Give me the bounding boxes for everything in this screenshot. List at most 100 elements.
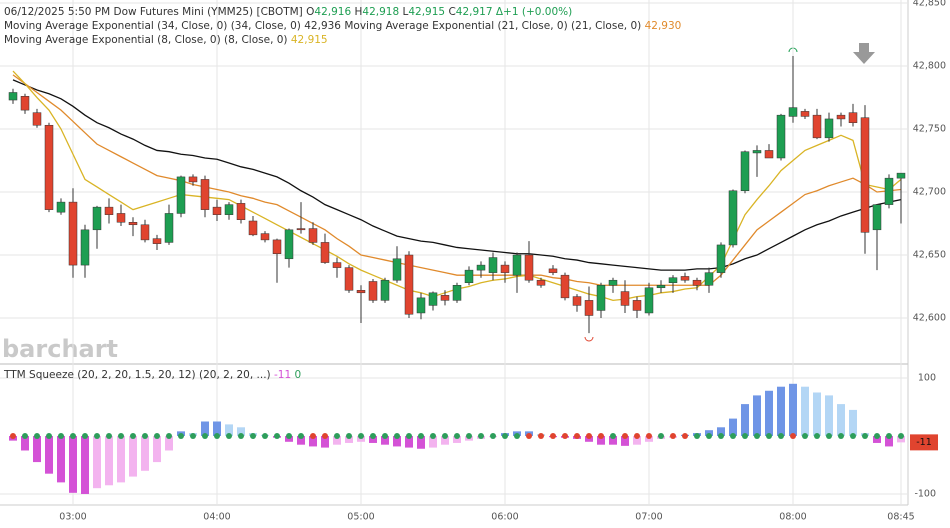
candle-body [524, 254, 534, 281]
legend-name: Moving Average Exponential (8, Close, 0) [4, 34, 221, 46]
candle-body [740, 151, 750, 192]
histogram-bar [825, 395, 833, 436]
squeeze-dot [418, 432, 424, 439]
candle-body [596, 285, 606, 311]
x-tick-label: 04:00 [203, 512, 230, 523]
histogram-bar [93, 435, 101, 489]
histogram-bar [117, 435, 125, 483]
squeeze-dot [22, 432, 28, 439]
candle-body [260, 233, 270, 241]
candle-body [272, 239, 282, 255]
squeeze-dot [886, 432, 892, 439]
squeeze-dot [82, 432, 88, 439]
ema-line [12, 74, 902, 286]
candle-body [680, 276, 690, 281]
histogram-bar [153, 435, 161, 463]
histogram-bar [213, 421, 221, 436]
squeeze-dot [898, 432, 904, 439]
candle-body [584, 300, 594, 316]
candle-body [308, 228, 318, 243]
candle-body [548, 268, 558, 273]
squeeze-dot [70, 432, 76, 439]
candle-body [356, 290, 366, 294]
indicator-title: TTM Squeeze (20, 2, 20, 1.5, 20, 12) [3, 369, 196, 381]
candle-body [416, 297, 426, 314]
legend-line: TTM Squeeze (20, 2, 20, 1.5, 20, 12) (20… [3, 369, 301, 381]
candle-body [164, 213, 174, 243]
legend-line: 06/12/2025 5:50 PM Dow Futures Mini (YMM… [4, 6, 572, 18]
histogram-bar [225, 424, 233, 436]
squeeze-dot [394, 432, 400, 439]
squeeze-dot [442, 432, 448, 439]
squeeze-dot [610, 432, 616, 439]
squeeze-dot [142, 432, 148, 439]
y-tick-label: 100 [918, 373, 936, 384]
legend-value: 42,930 [645, 20, 682, 32]
quote-label: C [448, 6, 455, 18]
candle-body [776, 114, 786, 159]
candle-body [512, 254, 522, 276]
watermark: barchart [2, 335, 118, 363]
y-tick-label: 42,850 [913, 0, 946, 9]
candle-body [20, 96, 30, 111]
histogram-bar [105, 435, 113, 486]
plot [8, 55, 906, 494]
candle-body [116, 213, 126, 223]
ema-line [12, 79, 902, 271]
candle-body [320, 242, 330, 263]
histogram-bar [141, 435, 149, 471]
histogram-bar [441, 435, 449, 445]
histogram-bar [849, 409, 857, 436]
squeeze-dot [298, 432, 304, 439]
legend-value: 42,915 [291, 34, 328, 46]
squeeze-dot [598, 432, 604, 439]
squeeze-dot [382, 432, 388, 439]
squeeze-dot [862, 432, 868, 439]
histogram-bar [45, 435, 53, 474]
histogram-bar [717, 427, 725, 436]
squeeze-dot [538, 432, 544, 439]
squeeze-dot [838, 432, 844, 439]
squeeze-dot [874, 432, 880, 439]
legend-params: (34, Close, 0) [231, 20, 301, 32]
squeeze-dot [778, 432, 784, 439]
candle-body [128, 222, 138, 226]
histogram-bar [633, 435, 641, 445]
candle-body [284, 229, 294, 260]
squeeze-dot [34, 432, 40, 439]
y-tick-label: 42,650 [913, 250, 946, 261]
histogram-bar [321, 435, 329, 448]
squeeze-dot [106, 432, 112, 439]
candle-body [152, 238, 162, 244]
candle-body [8, 92, 18, 101]
y-tick-label: -100 [914, 488, 936, 499]
x-tick-label: 07:00 [635, 512, 662, 523]
histogram-bar [69, 435, 77, 493]
candle-body [800, 111, 810, 117]
squeeze-dot [58, 432, 64, 439]
candle-body [848, 112, 858, 123]
squeeze-dot [202, 432, 208, 439]
squeeze-dot [358, 432, 364, 439]
histogram-bar [333, 435, 341, 445]
quote-label: L [402, 6, 408, 18]
candle-body [224, 204, 234, 215]
histogram-bar [237, 427, 245, 436]
y-tick-label: 42,600 [913, 313, 946, 324]
change: Δ+1 (+0.00%) [496, 6, 572, 18]
legend-name: Moving Average Exponential (34, Close, 0… [4, 20, 227, 32]
legend: 06/12/2025 5:50 PM Dow Futures Mini (YMM… [3, 6, 681, 381]
candle-body [104, 206, 114, 215]
histogram-bar [453, 435, 461, 443]
y-tick-label: 42,800 [913, 61, 946, 72]
squeeze-dot [850, 432, 856, 439]
legend-name: Moving Average Exponential (21, Close, 0… [344, 20, 567, 32]
squeeze-dot [670, 432, 676, 439]
histogram-bar [789, 383, 797, 436]
histogram-bar [369, 435, 377, 443]
histogram-bar [21, 435, 29, 451]
low-marker [584, 336, 594, 342]
squeeze-dot [706, 432, 712, 439]
squeeze-dot [226, 432, 232, 439]
